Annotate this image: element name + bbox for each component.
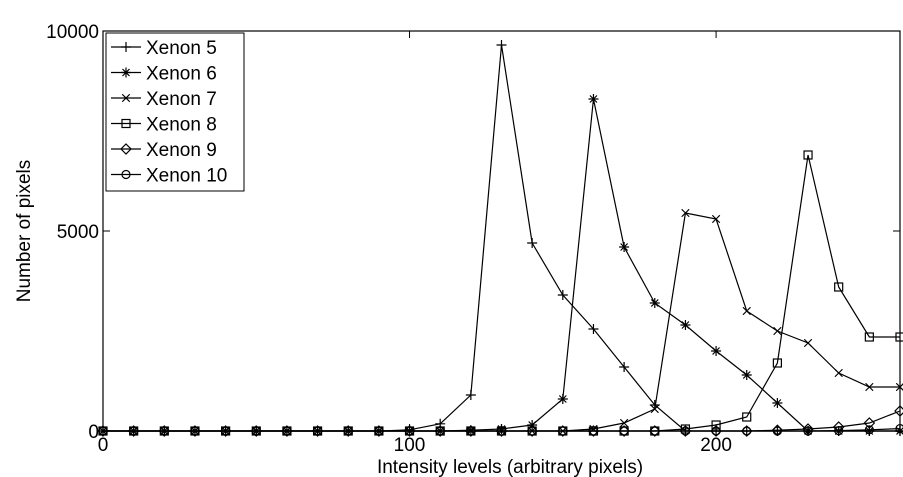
data-point-circle — [588, 426, 599, 436]
data-point-star — [895, 426, 903, 436]
data-point-circle — [711, 426, 721, 436]
data-point-star — [649, 298, 660, 308]
y-tick-label: 5000 — [57, 222, 99, 243]
data-point-circle — [742, 426, 752, 436]
data-point-circle — [282, 426, 292, 436]
data-point-diamond — [863, 417, 876, 429]
data-point-circle — [251, 426, 261, 436]
data-point-circle — [159, 426, 169, 436]
legend-label: Xenon 10 — [146, 166, 227, 187]
data-point-star — [864, 426, 875, 436]
data-point-star — [619, 242, 630, 252]
data-point-star — [557, 394, 568, 404]
data-point-circle — [343, 426, 353, 436]
legend-item: Xenon 6 — [111, 64, 217, 85]
data-point-circle — [190, 426, 200, 436]
data-point-circle — [374, 426, 384, 436]
data-point-circle — [650, 426, 660, 436]
data-point-square — [864, 332, 874, 342]
data-point-circle — [496, 426, 507, 436]
axis-ticks: 0 100 200 0 5000 10000 — [46, 22, 900, 456]
data-point-star — [711, 346, 722, 356]
data-point-plus — [557, 290, 568, 300]
data-point-plus — [121, 42, 131, 52]
x-tick-label: 200 — [700, 435, 732, 456]
data-point-plus — [496, 40, 507, 50]
data-point-circle — [895, 424, 903, 434]
x-axis-title: Intensity levels (arbitrary pixels) — [377, 457, 643, 477]
data-point-circle — [772, 426, 782, 436]
legend-label: Xenon 9 — [146, 140, 217, 161]
data-point-diamond — [832, 421, 845, 433]
data-point-x — [773, 326, 782, 336]
data-point-x — [650, 404, 659, 414]
data-point-circle — [834, 426, 844, 436]
x-tick-label: 100 — [394, 435, 426, 456]
data-point-circle — [121, 169, 131, 180]
series-layer — [97, 40, 903, 437]
data-point-diamond — [894, 405, 903, 417]
legend-item: Xenon 5 — [111, 38, 217, 59]
data-point-star — [588, 94, 599, 104]
data-point-x — [834, 368, 843, 378]
data-point-x — [681, 208, 690, 218]
legend-label: Xenon 7 — [146, 89, 217, 110]
data-point-circle — [404, 426, 415, 436]
legend-item: Xenon 9 — [111, 140, 217, 161]
x-tick-label: 0 — [98, 435, 109, 456]
data-point-plus — [619, 362, 630, 372]
legend-box — [105, 32, 245, 192]
data-point-x — [803, 338, 813, 348]
data-point-x — [711, 214, 721, 224]
data-point-circle — [864, 425, 874, 435]
data-point-square — [834, 282, 844, 292]
data-point-diamond — [120, 143, 132, 155]
data-point-x — [619, 418, 629, 428]
data-point-plus — [465, 390, 476, 400]
data-point-circle — [680, 426, 691, 436]
data-point-square — [121, 118, 131, 129]
data-point-star — [680, 320, 691, 330]
data-point-circle — [466, 426, 476, 436]
data-point-star — [121, 67, 131, 78]
legend: Xenon 5 Xenon 6 Xenon 7 Xenon 8 Xenon 9 Xenon… — [105, 32, 245, 192]
data-point-square — [742, 412, 752, 422]
data-point-circle — [221, 426, 231, 436]
series-xenon-10 — [98, 424, 903, 436]
legend-item: Xenon 10 — [111, 166, 227, 187]
legend-label: Xenon 6 — [146, 64, 217, 85]
data-point-square — [803, 150, 813, 160]
y-tick-label: 10000 — [46, 22, 99, 43]
data-point-circle — [312, 426, 323, 436]
legend-item: Xenon 8 — [111, 115, 217, 136]
data-point-circle — [558, 426, 568, 436]
legend-label: Xenon 8 — [146, 115, 217, 136]
data-point-x — [742, 306, 751, 316]
y-axis-title: Number of pixels — [14, 160, 35, 303]
data-point-circle — [527, 426, 537, 436]
data-point-star — [527, 420, 538, 430]
data-point-circle — [803, 426, 813, 436]
legend-item: Xenon 7 — [111, 89, 217, 110]
data-point-square — [711, 420, 721, 430]
data-point-circle — [98, 426, 108, 436]
y-tick-label: 0 — [88, 422, 99, 443]
data-point-plus — [527, 238, 538, 248]
data-point-square — [895, 332, 903, 342]
data-point-star — [772, 398, 783, 408]
data-point-square — [772, 358, 782, 368]
data-point-circle — [619, 426, 629, 436]
data-point-plus — [588, 324, 599, 334]
data-point-circle — [435, 426, 445, 436]
legend-label: Xenon 5 — [146, 38, 217, 59]
data-point-circle — [129, 426, 139, 436]
data-point-x — [865, 382, 874, 392]
series-line — [103, 428, 901, 432]
data-point-star — [496, 424, 507, 434]
data-point-x — [121, 93, 131, 103]
data-point-diamond — [802, 423, 814, 435]
data-point-star — [741, 370, 752, 380]
